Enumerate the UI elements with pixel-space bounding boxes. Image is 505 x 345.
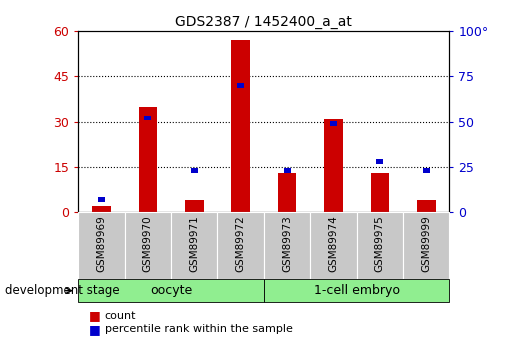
Bar (144, 116, 151, 120)
Bar (264, 279, 449, 302)
Bar (218, 212, 264, 279)
Text: 1-cell embryo: 1-cell embryo (314, 284, 399, 297)
Text: GSM89969: GSM89969 (96, 216, 107, 272)
Bar (310, 212, 357, 279)
Text: GSM89974: GSM89974 (328, 216, 338, 272)
Text: GSM89970: GSM89970 (143, 216, 153, 272)
Bar (417, 200, 435, 212)
Text: percentile rank within the sample: percentile rank within the sample (105, 325, 292, 334)
Bar (264, 212, 310, 279)
Bar (78, 279, 264, 302)
Text: GSM89999: GSM89999 (421, 216, 431, 272)
Text: ■: ■ (88, 309, 100, 322)
Bar (138, 107, 157, 212)
Bar (125, 212, 171, 279)
Text: GSM89973: GSM89973 (282, 216, 292, 272)
Bar (191, 168, 198, 173)
Text: GSM89975: GSM89975 (375, 216, 385, 272)
Bar (376, 159, 383, 164)
Bar (92, 206, 111, 212)
Bar (171, 212, 218, 279)
Text: oocyte: oocyte (150, 284, 192, 297)
Bar (237, 83, 244, 88)
Bar (185, 200, 204, 212)
Bar (330, 121, 337, 126)
Bar (324, 119, 343, 212)
Title: GDS2387 / 1452400_a_at: GDS2387 / 1452400_a_at (175, 14, 352, 29)
Text: count: count (105, 311, 136, 321)
Bar (284, 168, 290, 173)
Bar (403, 212, 449, 279)
Text: development stage: development stage (5, 284, 120, 297)
Text: GSM89971: GSM89971 (189, 216, 199, 272)
Bar (231, 40, 250, 212)
Bar (423, 168, 430, 173)
Text: ■: ■ (88, 323, 100, 336)
Text: GSM89972: GSM89972 (236, 216, 245, 272)
Bar (357, 212, 403, 279)
Bar (278, 173, 296, 212)
Bar (371, 173, 389, 212)
Bar (78, 212, 125, 279)
Bar (98, 197, 105, 202)
